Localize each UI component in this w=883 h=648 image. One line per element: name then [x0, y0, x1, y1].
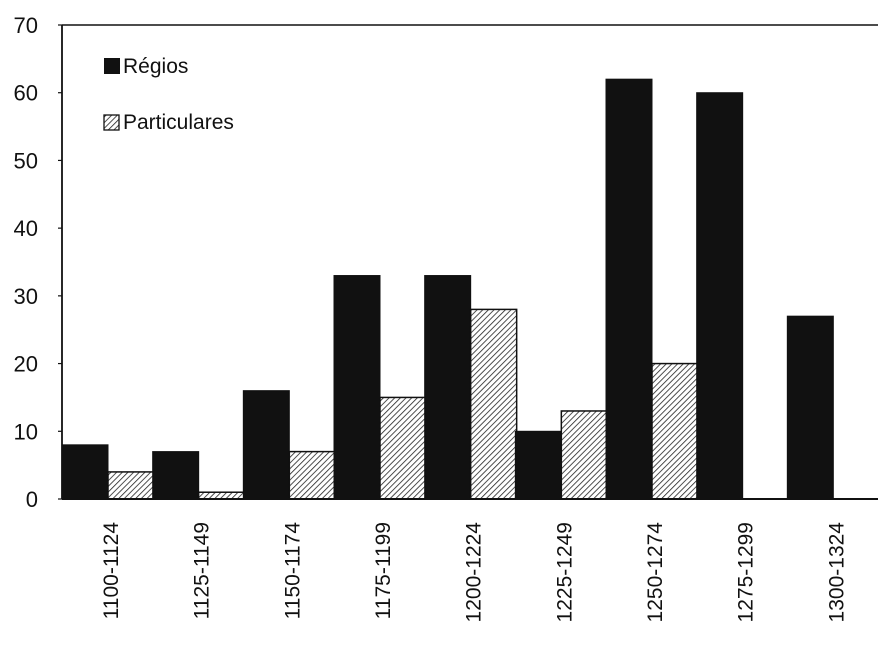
- x-tick-label: 1275-1299: [735, 522, 758, 622]
- bar-particulares[interactable]: [197, 491, 246, 500]
- bar-regios[interactable]: [61, 444, 109, 500]
- bar-regios[interactable]: [242, 390, 290, 500]
- legend-swatch-particulares: [103, 114, 120, 131]
- x-tick-label: 1300-1324: [825, 522, 848, 623]
- y-tick-label: 20: [14, 352, 38, 377]
- bar-regios[interactable]: [605, 78, 653, 500]
- plot-area: 0 10 20 30 40 50 60 70 1100-1124 1125-1149 1150-11…: [14, 13, 878, 622]
- legend-label-particulares: Particulares: [123, 111, 234, 134]
- bar-regios[interactable]: [424, 275, 472, 500]
- x-tick-label: 1100-1124: [100, 522, 123, 620]
- legend-label-regios: Régios: [123, 55, 188, 78]
- y-tick-label: 70: [14, 13, 38, 38]
- bar-regios[interactable]: [514, 430, 562, 500]
- x-tick-label: 1125-1149: [191, 522, 214, 619]
- x-tick-label: 1175-1199: [372, 522, 395, 619]
- y-tick-label: 50: [14, 148, 38, 173]
- y-tick-label: 40: [14, 216, 38, 241]
- bar-regios[interactable]: [333, 275, 381, 500]
- bar-particulares[interactable]: [469, 308, 518, 500]
- bar-particulares[interactable]: [651, 362, 699, 500]
- y-tick-label: 60: [14, 81, 38, 106]
- bar-particulares[interactable]: [560, 410, 609, 500]
- bar-regios[interactable]: [696, 92, 744, 500]
- bar-regios[interactable]: [152, 451, 200, 500]
- bar-regios[interactable]: [786, 315, 834, 500]
- x-tick-label: 1200-1224: [463, 522, 486, 623]
- y-tick-label: 10: [14, 419, 38, 444]
- y-tick-label: 30: [14, 284, 38, 309]
- legend-swatch-regios: [104, 58, 120, 74]
- bar-particulares[interactable]: [107, 471, 155, 500]
- bar-particulares[interactable]: [288, 450, 337, 500]
- bar-particulares[interactable]: [379, 396, 427, 500]
- x-tick-label: 1250-1274: [644, 522, 667, 623]
- legend: Régios Particulares: [103, 55, 234, 134]
- x-tick-label: 1225-1249: [553, 522, 576, 622]
- y-tick-label: 0: [26, 487, 38, 512]
- x-tick-label: 1150-1174: [281, 522, 304, 620]
